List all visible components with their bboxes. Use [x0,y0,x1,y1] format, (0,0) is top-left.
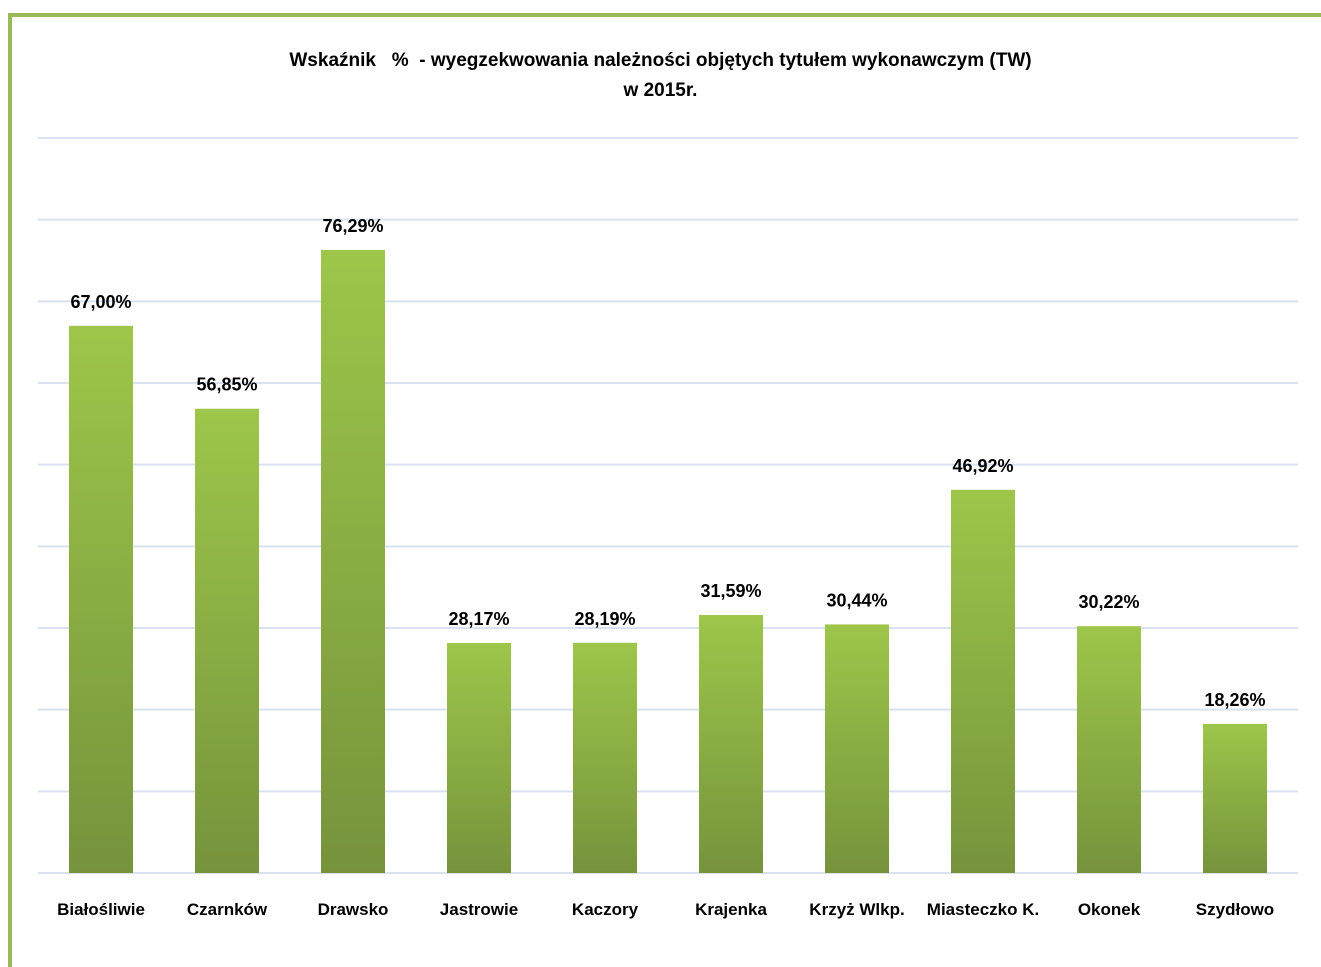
data-label: 28,19% [574,609,635,629]
x-tick-label: Szydłowo [1195,900,1275,919]
x-tick-label: Okonek [1077,900,1141,919]
bar [573,642,637,873]
data-label: 67,00% [70,292,131,312]
bar [69,325,133,873]
bar [825,624,889,873]
x-tick-label: Drawsko [317,900,389,919]
x-tick-label: Krajenka [695,900,767,919]
data-label: 28,17% [448,609,509,629]
x-tick-label: Kaczory [571,900,639,919]
data-label: 31,59% [700,581,761,601]
bar [699,615,763,873]
data-label: 30,22% [1078,592,1139,612]
chart-frame [8,13,1321,967]
bar [1077,626,1141,873]
data-label: 46,92% [952,456,1013,476]
x-tick-label: Czarnków [186,900,268,919]
bar [447,642,511,873]
chart-title: Wskaźnik % - wyegzekwowania należności o… [289,50,1032,101]
bar [195,408,259,873]
bar [951,489,1015,873]
x-tick-label: Jastrowie [439,900,519,919]
data-label: 76,29% [322,216,383,236]
x-tick-label: Krzyż Wlkp. [809,900,905,919]
bar [1203,723,1267,873]
data-label: 56,85% [196,375,257,395]
x-tick-label: Miasteczko K. [926,900,1040,919]
bar [321,249,385,874]
data-label: 18,26% [1204,690,1265,710]
x-tick-label: Białośliwie [57,900,145,919]
data-label: 30,44% [826,590,887,610]
